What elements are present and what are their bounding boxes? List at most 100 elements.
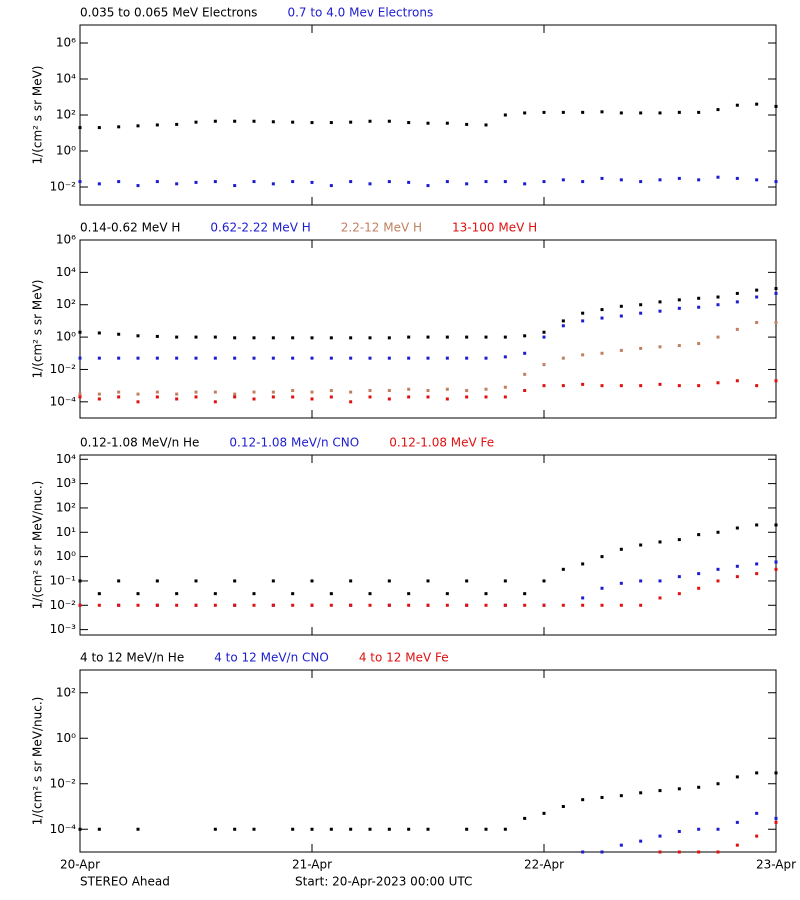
data-point — [581, 382, 585, 386]
data-point — [542, 180, 546, 184]
data-point — [387, 603, 391, 607]
data-point — [349, 180, 353, 184]
y-tick-label: 10¹ — [56, 525, 76, 539]
data-point — [155, 180, 159, 184]
data-point — [755, 811, 759, 815]
data-point — [426, 395, 430, 399]
data-point — [658, 850, 662, 854]
data-point — [658, 579, 662, 583]
data-point — [329, 827, 333, 831]
data-point — [233, 184, 237, 188]
data-point — [387, 119, 391, 123]
data-point — [271, 603, 275, 607]
data-point — [407, 335, 411, 339]
data-point — [117, 390, 121, 394]
legend-label: 0.62-2.22 MeV H — [210, 221, 310, 235]
data-point — [291, 827, 295, 831]
data-point — [310, 356, 314, 360]
data-point — [484, 592, 488, 596]
data-point — [155, 579, 159, 583]
data-point — [619, 603, 623, 607]
data-point — [252, 356, 256, 360]
data-point — [484, 180, 488, 184]
data-point — [658, 300, 662, 304]
data-point — [252, 180, 256, 184]
data-point — [368, 395, 372, 399]
data-point — [561, 319, 565, 323]
data-point — [581, 110, 585, 114]
data-point — [387, 827, 391, 831]
data-point — [465, 827, 469, 831]
data-point — [407, 827, 411, 831]
data-point — [658, 834, 662, 838]
data-point — [639, 346, 643, 350]
data-point — [523, 372, 527, 376]
data-point — [774, 287, 778, 291]
y-tick-label: 10⁻¹ — [50, 573, 77, 587]
data-point — [484, 603, 488, 607]
data-point — [542, 579, 546, 583]
footer-center: Start: 20-Apr-2023 00:00 UTC — [295, 875, 472, 889]
data-point — [136, 184, 140, 188]
data-point — [271, 395, 275, 399]
data-point — [233, 395, 237, 399]
data-point — [561, 384, 565, 388]
data-point — [523, 389, 527, 393]
y-tick-label: 10⁻⁴ — [50, 822, 77, 836]
data-point — [735, 564, 739, 568]
data-point — [155, 395, 159, 399]
data-point — [639, 384, 643, 388]
data-point — [136, 827, 140, 831]
data-point — [619, 111, 623, 115]
data-point — [523, 603, 527, 607]
data-point — [542, 603, 546, 607]
y-axis-label: 1/(cm² s sr MeV) — [31, 66, 45, 165]
legend-label: 0.14-0.62 MeV H — [80, 221, 180, 235]
data-point — [155, 390, 159, 394]
data-point — [619, 384, 623, 388]
data-point — [136, 124, 140, 128]
plot-frame — [79, 24, 777, 206]
data-point — [600, 308, 604, 312]
data-point — [677, 298, 681, 302]
data-point — [310, 121, 314, 125]
data-point — [484, 827, 488, 831]
data-point — [97, 356, 101, 360]
legend-label: 0.7 to 4.0 Mev Electrons — [287, 6, 433, 20]
data-point — [465, 395, 469, 399]
data-point — [561, 805, 565, 808]
data-point — [503, 335, 507, 339]
data-point — [735, 327, 739, 331]
data-point — [349, 390, 353, 394]
data-point — [194, 335, 198, 339]
data-point — [407, 387, 411, 391]
data-point — [233, 827, 237, 831]
data-point — [349, 400, 353, 404]
y-tick-label: 10² — [56, 297, 76, 311]
data-point — [136, 603, 140, 607]
data-point — [755, 102, 759, 106]
data-point — [252, 397, 256, 401]
data-point — [503, 603, 507, 607]
data-point — [310, 336, 314, 340]
data-point — [233, 356, 237, 360]
plot-frame — [79, 669, 777, 853]
data-point — [735, 291, 739, 295]
data-point — [697, 384, 701, 388]
data-point — [426, 827, 430, 831]
data-point — [658, 789, 662, 793]
data-point — [716, 530, 720, 534]
data-point — [213, 603, 217, 607]
data-point — [484, 123, 488, 127]
data-point — [329, 603, 333, 607]
data-point — [774, 180, 778, 184]
data-point — [658, 309, 662, 313]
data-point — [329, 336, 333, 340]
y-tick-label: 10⁻² — [50, 776, 77, 790]
data-point — [233, 579, 237, 583]
data-point — [329, 356, 333, 360]
data-point — [97, 392, 101, 396]
data-point — [716, 295, 720, 299]
data-point — [407, 395, 411, 399]
data-point — [639, 180, 643, 184]
